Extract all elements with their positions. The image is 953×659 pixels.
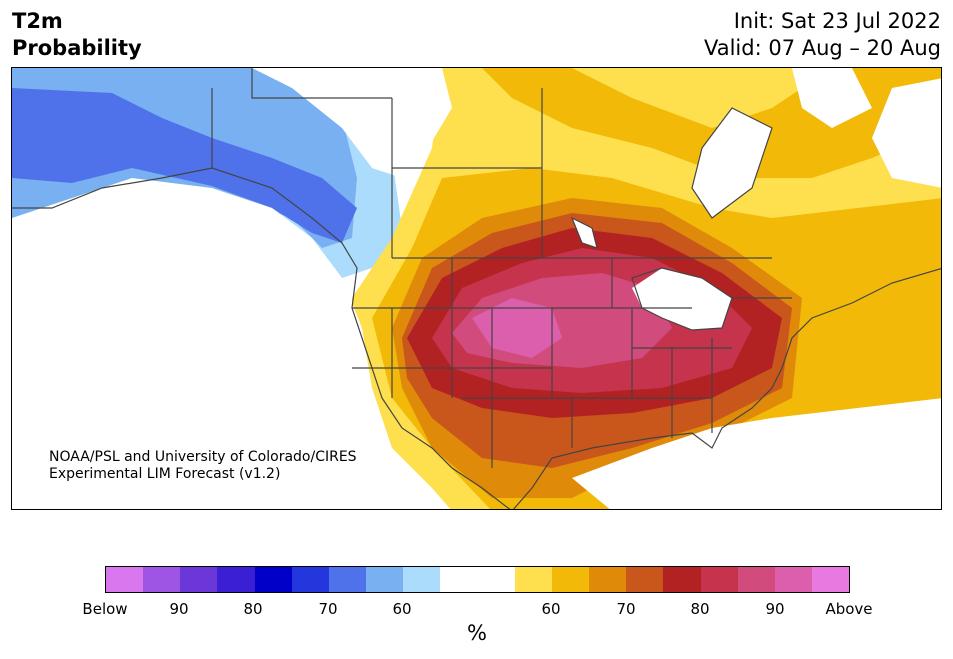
colorbar-tick-below: Below [82, 600, 128, 618]
attribution-text: NOAA/PSL and University of Colorado/CIRE… [49, 449, 357, 483]
map-title: T2m Probability [12, 8, 142, 62]
colorbar-segment [366, 567, 404, 592]
colorbar-segment [626, 567, 664, 592]
colorbar-tick-cold-90: 90 [169, 600, 189, 618]
colorbar-segment [217, 567, 255, 592]
colorbar-segment [700, 567, 738, 592]
colorbar-segment [106, 567, 144, 592]
colorbar-segment [180, 567, 218, 592]
map-outlines [12, 68, 941, 509]
colorbar-tick-cold-80: 80 [243, 600, 263, 618]
probability-colorbar [105, 566, 850, 593]
colorbar-segment [403, 567, 441, 592]
colorbar-segment [774, 567, 812, 592]
colorbar-segment [254, 567, 292, 592]
colorbar-segment [811, 567, 850, 592]
attribution-line-1: NOAA/PSL and University of Colorado/CIRE… [49, 449, 357, 465]
forecast-map [11, 67, 942, 510]
colorbar-tick-warm-60: 60 [541, 600, 561, 618]
valid-range: Valid: 07 Aug – 20 Aug [703, 36, 941, 60]
attribution-line-2: Experimental LIM Forecast (v1.2) [49, 466, 281, 482]
colorbar-segment [477, 567, 515, 592]
cold-anomaly-region [12, 68, 402, 278]
colorbar-unit-label: % [467, 621, 487, 645]
variable-label: T2m [12, 9, 63, 33]
colorbar-tick-warm-80: 80 [690, 600, 710, 618]
colorbar-segment [737, 567, 775, 592]
product-label: Probability [12, 36, 142, 60]
colorbar-tick-warm-70: 70 [616, 600, 636, 618]
forecast-dates: Init: Sat 23 Jul 2022 Valid: 07 Aug – 20… [704, 8, 941, 62]
colorbar-segment [328, 567, 367, 592]
colorbar-segment [663, 567, 701, 592]
neutral-areas [12, 68, 941, 509]
colorbar-segment [551, 567, 590, 592]
colorbar-segment [514, 567, 552, 592]
init-date: Init: Sat 23 Jul 2022 [733, 9, 941, 33]
colorbar-tick-warm-90: 90 [765, 600, 785, 618]
colorbar-tick-cold-70: 70 [318, 600, 338, 618]
colorbar-tick-cold-60: 60 [392, 600, 412, 618]
colorbar-segment [440, 567, 478, 592]
colorbar-segment [143, 567, 181, 592]
colorbar-segment [589, 567, 627, 592]
colorbar-tick-above: Above [825, 600, 873, 618]
probability-map-svg [12, 68, 941, 509]
colorbar-segment [291, 567, 329, 592]
